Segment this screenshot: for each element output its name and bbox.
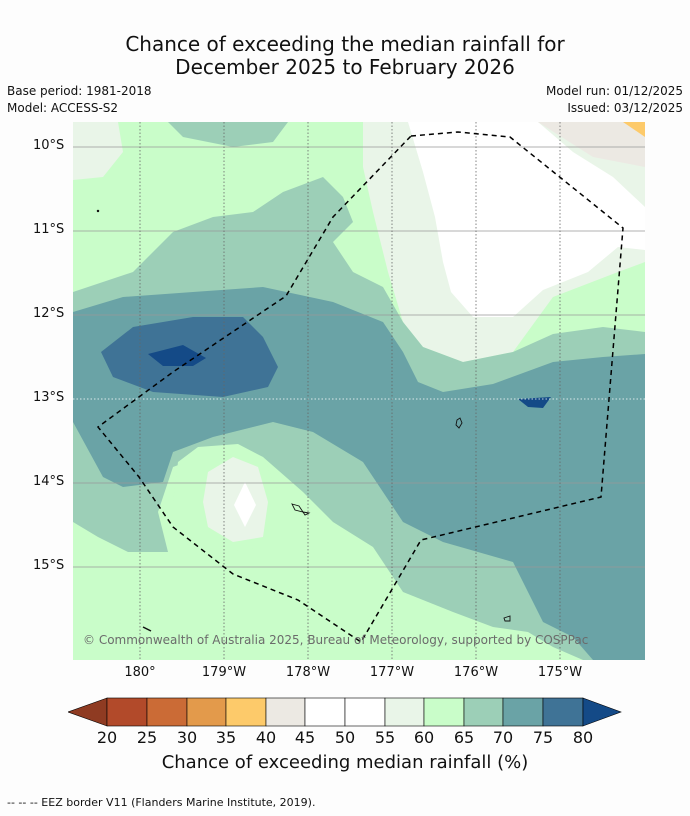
lat-label-13s: 13°S — [33, 390, 65, 405]
colorbar-tick-80: 80 — [572, 728, 594, 747]
colorbar-tick-35: 35 — [215, 728, 237, 747]
colorbar-bin-55-60 — [384, 697, 425, 727]
colorbar-bin-30-35 — [186, 697, 227, 727]
colorbar-tick-75: 75 — [532, 728, 554, 747]
colorbar-tick-50: 50 — [334, 728, 356, 747]
chart-title-line1: Chance of exceeding the median rainfall … — [125, 32, 565, 56]
zone-80-plus-east — [518, 397, 551, 408]
colorbar-tick-60: 60 — [413, 728, 435, 747]
colorbar-bin-50-55 — [344, 697, 386, 727]
zone-80-plus-west — [148, 345, 206, 366]
lon-label-179w: 179°W — [201, 665, 247, 680]
rainfall-probability-map — [73, 122, 645, 660]
lat-label-11s: 11°S — [33, 222, 65, 237]
colorbar-bin-20-25 — [106, 697, 148, 727]
lon-label-178w: 178°W — [285, 665, 331, 680]
lon-label-177w: 177°W — [369, 665, 415, 680]
colorbar-extend-high — [582, 697, 622, 727]
latitude-gridlines — [73, 146, 645, 568]
lon-label-180: 180° — [124, 665, 156, 680]
colorbar-bin-75-80 — [542, 697, 584, 727]
colorbar-tick-70: 70 — [492, 728, 514, 747]
colorbar-bin-45-50 — [304, 697, 346, 727]
colorbar-extend-low — [68, 697, 108, 727]
zone-65-70-north — [168, 122, 288, 147]
colorbar-tick-45: 45 — [294, 728, 316, 747]
eez-border — [96, 131, 624, 644]
colorbar-tick-25: 25 — [136, 728, 158, 747]
zone-45-55-south — [234, 482, 256, 527]
chart-title-line2: December 2025 to February 2026 — [175, 55, 515, 79]
lat-label-14s: 14°S — [33, 474, 65, 489]
zone-45-55 — [408, 122, 645, 317]
colorbar-tick-65: 65 — [453, 728, 475, 747]
colorbar-tick-40: 40 — [255, 728, 277, 747]
lat-label-12s: 12°S — [33, 306, 65, 321]
colorbar-label: Chance of exceeding median rainfall (%) — [161, 752, 529, 773]
colorbar-bin-25-30 — [146, 697, 188, 727]
zone-55-60-northwest — [73, 122, 123, 180]
lon-label-176w: 176°W — [453, 665, 499, 680]
zone-35-40 — [623, 122, 645, 137]
colorbar-bin-70-75 — [502, 697, 544, 727]
model-text: Model: ACCESS-S2 — [7, 101, 119, 115]
longitude-gridlines — [139, 122, 561, 660]
zone-55-60-south — [203, 457, 268, 542]
colorbar-tick-20: 20 — [96, 728, 118, 747]
zone-40-45 — [538, 122, 645, 167]
lat-label-15s: 15°S — [33, 558, 65, 573]
eez-footnote: -- -- -- EEZ border V11 (Flanders Marine… — [7, 796, 316, 809]
colorbar-bin-40-45 — [265, 697, 306, 727]
base-period-text: Base period: 1981-2018 — [7, 84, 152, 98]
colorbar-bin-65-70 — [463, 697, 504, 727]
copyright-notice: © Commonwealth of Australia 2025, Bureau… — [83, 633, 589, 647]
model-run-text: Model run: 01/12/2025 — [545, 84, 683, 98]
colorbar-bin-60-65 — [423, 697, 465, 727]
lon-label-175w: 175°W — [537, 665, 583, 680]
colorbar-tick-30: 30 — [176, 728, 198, 747]
colorbar-bin-35-40 — [225, 697, 267, 727]
colorbar-tick-55: 55 — [374, 728, 396, 747]
colorbar — [68, 697, 622, 727]
issued-text: Issued: 03/12/2025 — [567, 101, 683, 115]
islands — [96, 209, 511, 632]
lat-label-10s: 10°S — [33, 138, 65, 153]
